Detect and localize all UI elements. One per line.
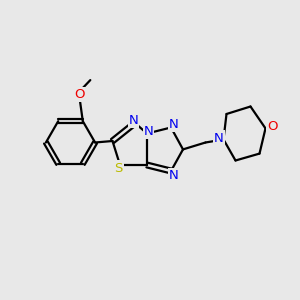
Text: O: O <box>267 120 278 134</box>
Text: N: N <box>169 118 179 131</box>
Text: N: N <box>214 131 224 145</box>
Text: N: N <box>169 169 179 182</box>
Text: N: N <box>144 124 153 138</box>
Text: S: S <box>114 161 123 175</box>
Text: N: N <box>129 113 138 127</box>
Text: O: O <box>75 88 85 101</box>
